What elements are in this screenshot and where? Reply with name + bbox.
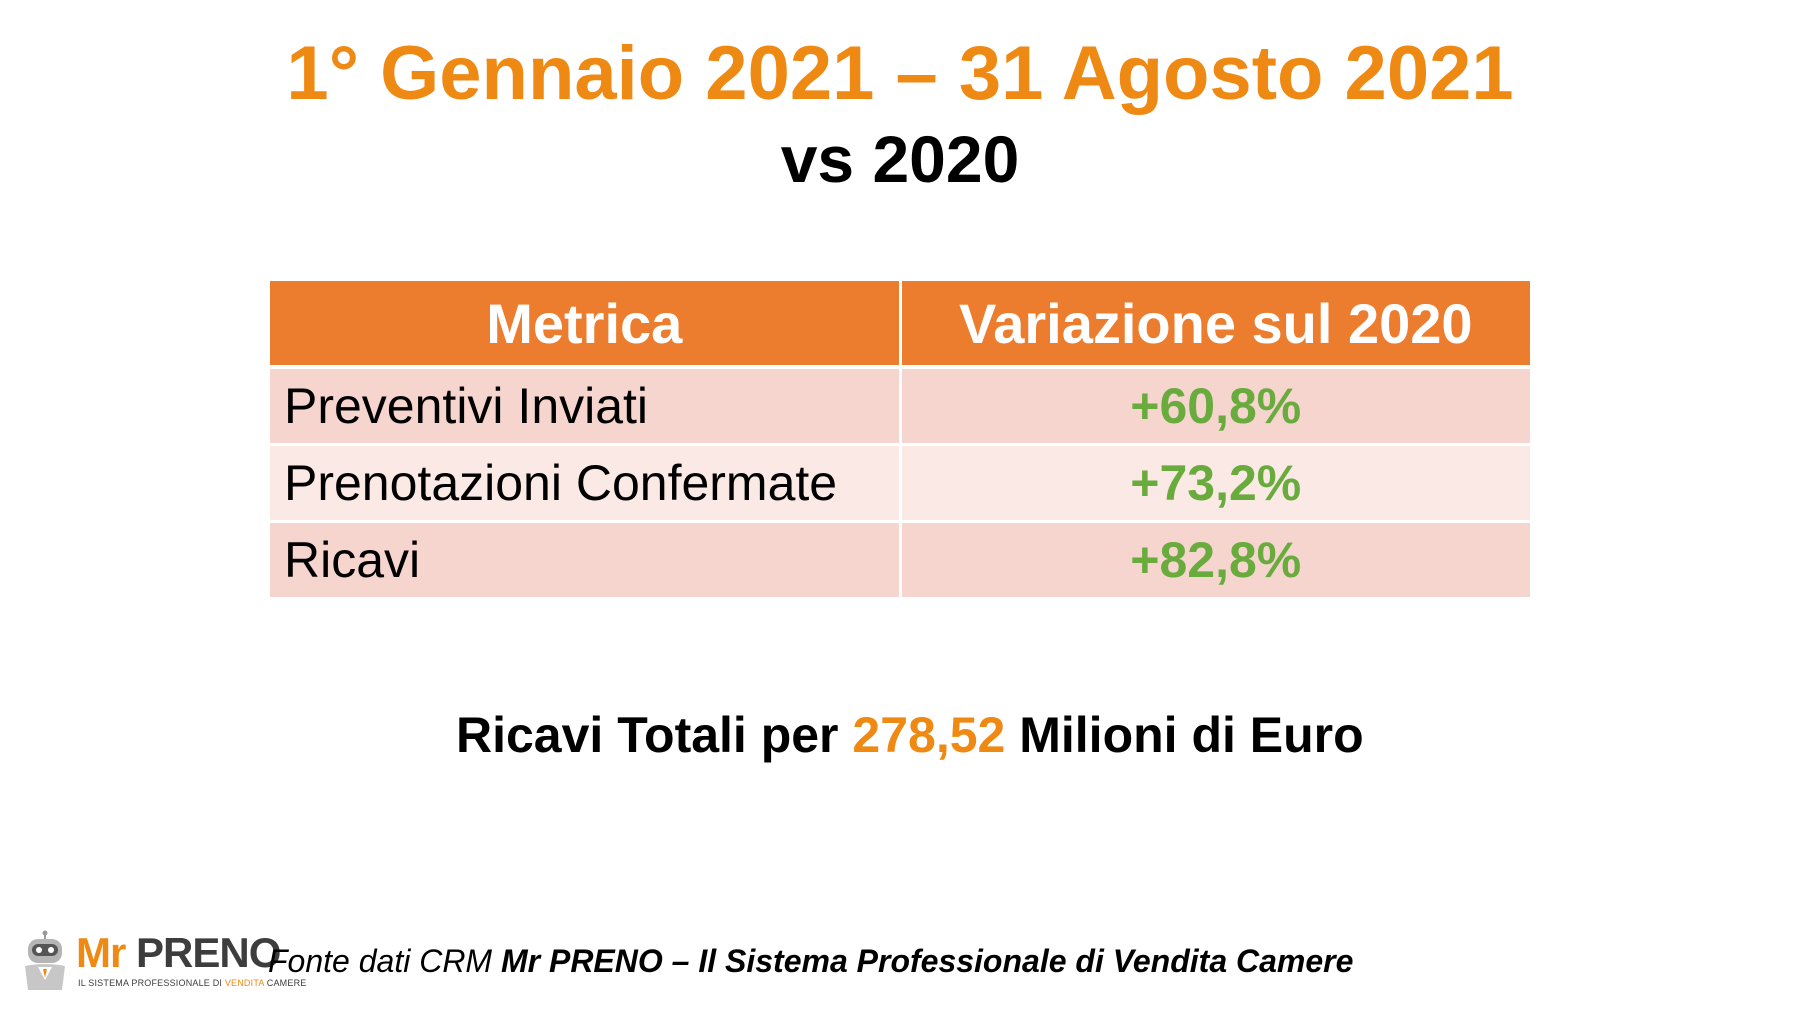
page-subtitle: vs 2020 [780, 122, 1020, 196]
table-row: Prenotazioni Confermate +73,2% [270, 443, 1530, 522]
tagline-highlight: VENDITA [224, 978, 265, 988]
metrics-table: Metrica Variazione sul 2020 Preventivi I… [270, 281, 1530, 597]
summary-amount: 278,52 [852, 707, 1006, 763]
logo-wordmark: Mr PRENO [76, 929, 281, 976]
column-header-change: Variazione sul 2020 [900, 281, 1530, 369]
summary-suffix: Milioni di Euro [1005, 707, 1364, 763]
tagline-suffix: CAMERE [264, 978, 307, 988]
page-title: 1° Gennaio 2021 – 31 Agosto 2021 [286, 31, 1514, 116]
mr-preno-logo: Mr PRENO IL SISTEMA PROFESSIONALE DI VEN… [16, 930, 306, 992]
metric-name: Prenotazioni Confermate [270, 443, 902, 522]
table-header-row: Metrica Variazione sul 2020 [270, 281, 1530, 369]
table-row: Ricavi +82,8% [270, 520, 1530, 597]
metric-change: +73,2% [900, 443, 1530, 522]
logo-preno: PRENO [136, 929, 281, 976]
metric-name: Ricavi [270, 520, 902, 597]
metric-change: +60,8% [900, 365, 1530, 445]
metric-change: +82,8% [900, 520, 1530, 597]
tagline-prefix: IL SISTEMA PROFESSIONALE DI [78, 978, 225, 988]
source-footer: Fonte dati CRM Mr PRENO – Il Sistema Pro… [268, 943, 1353, 980]
footer-prefix: Fonte dati CRM [268, 943, 501, 979]
metric-name: Preventivi Inviati [270, 365, 902, 445]
column-header-metric: Metrica [270, 281, 902, 369]
table-row: Preventivi Inviati +60,8% [270, 365, 1530, 445]
logo-tagline: IL SISTEMA PROFESSIONALE DI VENDITA CAME… [78, 978, 306, 988]
logo-mr: Mr [76, 929, 126, 976]
summary-prefix: Ricavi Totali per [456, 707, 853, 763]
robot-mascot-icon [25, 930, 65, 990]
footer-brand: Mr PRENO – Il Sistema Professionale di V… [500, 943, 1354, 979]
revenue-summary: Ricavi Totali per 278,52 Milioni di Euro [456, 706, 1364, 764]
